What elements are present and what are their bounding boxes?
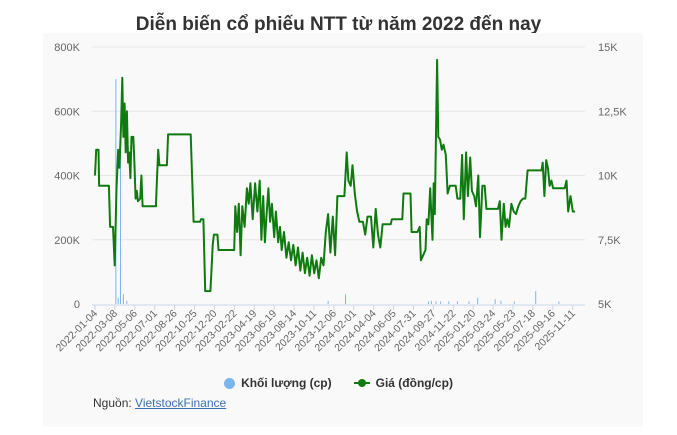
volume-bar (535, 291, 537, 304)
source-prefix: Nguồn: (93, 396, 136, 410)
y-right-tick-label: 15K (598, 42, 618, 54)
volume-bar (126, 300, 128, 304)
volume-bar (468, 301, 470, 304)
chart-title: Diễn biến cổ phiếu NTT từ năm 2022 đến n… (135, 14, 542, 35)
price-line-marker-icon (353, 379, 370, 387)
y-left-tick-label: 800K (54, 42, 80, 54)
y-left-tick-label: 600K (54, 106, 80, 118)
price-line (94, 58, 576, 293)
volume-bar (117, 297, 119, 304)
y-right-tick-label: 12,5K (598, 106, 627, 118)
legend-item-volume[interactable]: Khối lượng (cp) (224, 376, 332, 390)
y-left-tick-label: 200K (54, 235, 80, 247)
legend-volume-label: Khối lượng (cp) (241, 376, 332, 390)
y-left-tick-label: 400K (54, 171, 80, 183)
source-note: Nguồn: VietstockFinance (93, 396, 226, 410)
volume-bar (477, 297, 479, 304)
volume-bar (448, 301, 450, 304)
source-link[interactable]: VietstockFinance (135, 396, 227, 410)
legend-item-price[interactable]: Giá (đồng/cp) (353, 376, 453, 390)
y-right-tick-label: 5K (598, 299, 612, 311)
volume-bar (494, 299, 496, 304)
volume-bar (500, 300, 502, 304)
volume-bar (456, 301, 458, 304)
y-left-tick-label: 0 (74, 299, 80, 311)
volume-bar (427, 301, 429, 304)
volume-bar (435, 301, 437, 304)
volume-bar (558, 301, 560, 304)
volume-bar (513, 301, 515, 304)
volume-bar (327, 300, 329, 304)
y-right-tick-label: 7,5K (598, 235, 621, 247)
volume-bar (430, 300, 432, 304)
volume-bar (440, 301, 442, 304)
legend: Khối lượng (cp) Giá (đồng/cp) (0, 376, 677, 390)
volume-dot-icon (224, 377, 236, 389)
volume-bar (345, 294, 347, 304)
volume-bar (122, 294, 124, 304)
y-right-tick-label: 10K (598, 171, 618, 183)
volume-bar (120, 127, 122, 304)
chart-panel (43, 33, 643, 427)
legend-price-label: Giá (đồng/cp) (375, 376, 453, 390)
